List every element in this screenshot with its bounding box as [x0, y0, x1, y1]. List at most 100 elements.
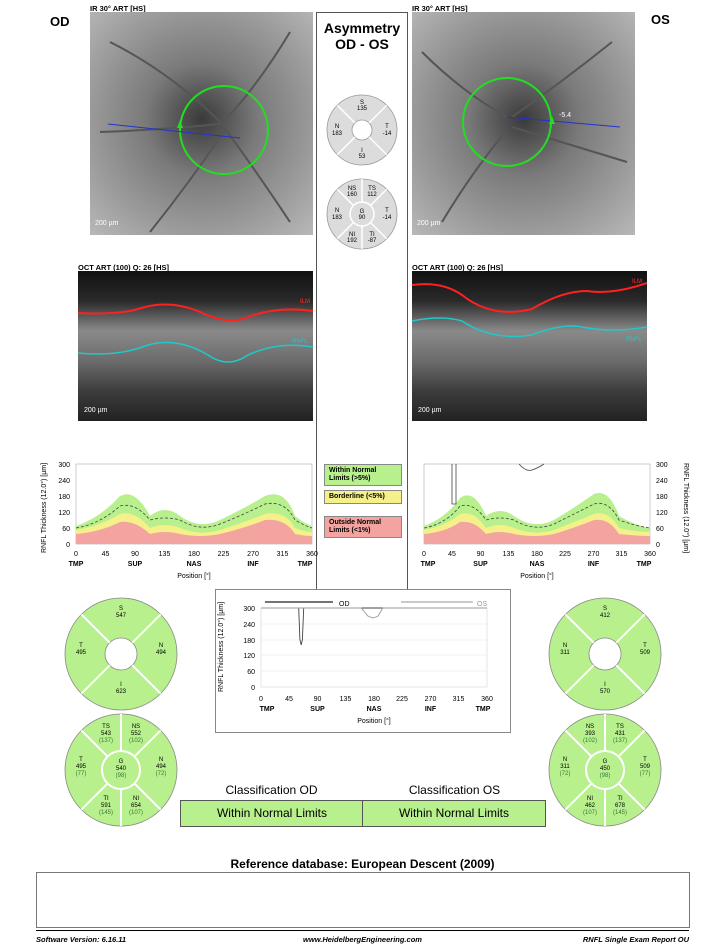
svg-text:TMP: TMP [69, 561, 84, 568]
od-rnfl-chart: RNFL Thickness (12.0°) [µm] 300 240 180 … [40, 462, 318, 580]
svg-text:N: N [563, 757, 567, 763]
os-sector-chart: NS 393 (102) TS 431 (137) N 311 (72) G 4… [548, 713, 662, 827]
svg-text:S: S [603, 606, 607, 612]
svg-text:360: 360 [306, 551, 318, 558]
asym-s-ts-value: 112 [367, 192, 377, 198]
svg-text:135: 135 [503, 551, 515, 558]
svg-text:654: 654 [131, 803, 142, 809]
svg-text:TI: TI [103, 796, 109, 802]
od-oct-label: OCT ART (100) Q: 26 [HS] [78, 263, 169, 272]
od-rnfl-label: RNFL [292, 339, 308, 345]
asym-q-t-label: T [385, 124, 389, 130]
svg-text:0: 0 [251, 685, 255, 692]
od-os-difference-chart: OD OS RNFL Thickness (12.0°) [µm] 300 24… [217, 601, 493, 725]
svg-text:T: T [79, 757, 83, 763]
svg-text:T: T [643, 757, 647, 763]
svg-text:360: 360 [644, 551, 656, 558]
diff-xlabel: Position [°] [357, 717, 391, 725]
svg-text:NAS: NAS [367, 706, 382, 713]
svg-text:TMP: TMP [476, 706, 491, 713]
os-ir-label: IR 30° ART [HS] [412, 4, 468, 13]
svg-text:393: 393 [585, 731, 596, 737]
asym-s-g-value: 90 [359, 215, 366, 221]
os-oct-image: ILM RNFL 200 µm [412, 271, 647, 421]
od-rnfl-yticks: 300 240 180 120 60 0 [58, 462, 70, 549]
svg-text:G: G [119, 759, 124, 765]
classification-os-title: Classification OS [408, 783, 501, 797]
od-ir-label: IR 30° ART [HS] [90, 4, 146, 13]
od-rnfl-ylabel: RNFL Thickness (12.0°) [µm] [40, 463, 48, 553]
asym-s-ni-label: NI [349, 232, 355, 238]
svg-text:I: I [120, 682, 122, 688]
svg-text:494: 494 [156, 764, 167, 770]
asym-s-ns-label: NS [348, 186, 356, 192]
os-series-line [261, 607, 487, 619]
svg-text:0: 0 [74, 551, 78, 558]
diff-yticks: 300 240 180 120 60 0 [243, 606, 255, 692]
svg-text:270: 270 [588, 551, 600, 558]
footer-divider [36, 930, 689, 931]
classification-od-value: Within Normal Limits [180, 800, 364, 827]
svg-text:180: 180 [656, 494, 668, 501]
footer-report-name: RNFL Single Exam Report OU [582, 935, 689, 944]
svg-text:(102): (102) [129, 738, 143, 744]
svg-text:INF: INF [588, 561, 600, 568]
od-rnfl-regions: TMP SUP NAS INF TMP [69, 561, 313, 568]
asym-s-n-value: 183 [332, 215, 343, 221]
legend-od-label: OD [339, 601, 350, 608]
svg-text:60: 60 [247, 669, 255, 676]
footer-software-version: Software Version: 6.16.11 [36, 935, 127, 944]
od-ir-scale: 200 µm [95, 220, 119, 227]
svg-text:540: 540 [116, 766, 127, 772]
svg-text:311: 311 [560, 764, 570, 770]
asym-q-i-value: 53 [359, 154, 366, 160]
asymmetry-quadrant-chart: S 135 N 183 T -14 I 53 [326, 94, 398, 166]
svg-text:315: 315 [616, 551, 628, 558]
asym-s-ns-value: 160 [347, 192, 358, 198]
od-oct-scale: 200 µm [84, 407, 108, 414]
svg-text:T: T [643, 643, 647, 649]
svg-text:311: 311 [560, 650, 570, 656]
svg-text:(77): (77) [76, 771, 87, 777]
svg-text:N: N [159, 757, 163, 763]
os-rnfl-xlabel: Position [°] [520, 572, 554, 580]
svg-text:TS: TS [102, 724, 110, 730]
svg-text:240: 240 [243, 622, 255, 629]
svg-text:225: 225 [218, 551, 230, 558]
svg-text:270: 270 [425, 696, 437, 703]
svg-text:G: G [603, 759, 608, 765]
os-rnfl-regions: TMP SUP NAS INF TMP [421, 561, 652, 568]
asym-s-ts-label: TS [368, 186, 376, 192]
os-eye-label: OS [651, 12, 670, 27]
svg-text:90: 90 [131, 551, 139, 558]
svg-text:180: 180 [243, 638, 255, 645]
svg-text:135: 135 [340, 696, 352, 703]
asym-s-t-label: T [385, 208, 389, 214]
svg-text:INF: INF [247, 561, 259, 568]
svg-text:120: 120 [243, 653, 255, 660]
svg-text:(145): (145) [99, 810, 113, 816]
svg-text:SUP: SUP [310, 706, 325, 713]
svg-text:431: 431 [615, 731, 626, 737]
svg-text:INF: INF [425, 706, 437, 713]
os-quadrant-chart: S 412 N 311 T 509 I 570 [548, 597, 662, 711]
svg-text:SUP: SUP [473, 561, 488, 568]
svg-text:300: 300 [656, 462, 668, 469]
svg-text:120: 120 [656, 510, 668, 517]
svg-text:300: 300 [243, 606, 255, 613]
legend-os-label: OS [477, 601, 487, 608]
os-rnfl-ylabel: RNFL Thickness (12.0°) [µm] [682, 463, 690, 553]
legend-outside: Outside Normal Limits (<1%) [324, 516, 402, 538]
svg-text:(145): (145) [613, 810, 627, 816]
svg-text:(107): (107) [583, 810, 597, 816]
asym-q-i-label: I [361, 148, 363, 154]
svg-text:NAS: NAS [530, 561, 545, 568]
asym-s-g-label: G [360, 209, 365, 215]
svg-text:TMP: TMP [637, 561, 652, 568]
svg-text:360: 360 [481, 696, 493, 703]
svg-text:240: 240 [656, 478, 668, 485]
svg-text:180: 180 [368, 696, 380, 703]
svg-text:(98): (98) [116, 773, 127, 779]
os-rnfl-xticks: 0 45 90 135 180 225 270 315 360 [422, 551, 656, 558]
svg-text:(98): (98) [600, 773, 611, 779]
